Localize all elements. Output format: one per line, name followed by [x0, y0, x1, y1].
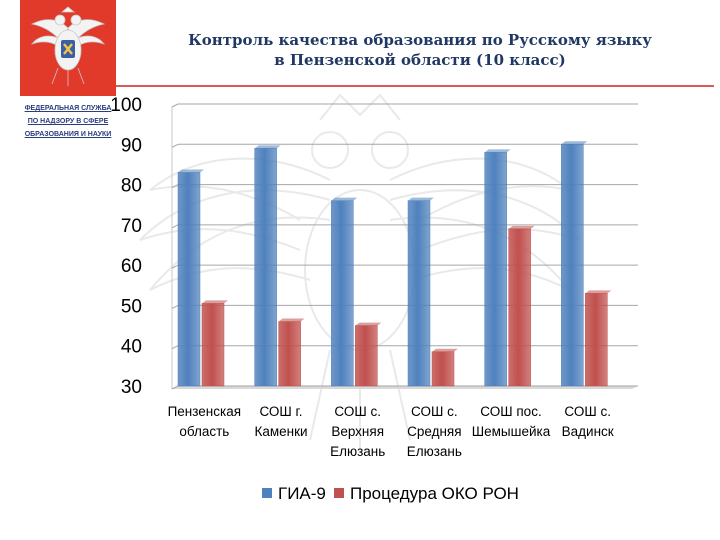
- title-divider: [116, 85, 714, 87]
- y-tick-label: 90: [121, 135, 142, 156]
- bar-top: [561, 141, 588, 145]
- gridline-depth: [171, 385, 179, 390]
- bar: [177, 172, 201, 387]
- bar-top: [202, 300, 228, 304]
- legend-swatch: [334, 488, 344, 498]
- x-tick-label: СОШ пос. Шемышейка: [472, 404, 551, 439]
- y-tick-label: 50: [121, 296, 142, 317]
- y-tick-label: 40: [121, 337, 142, 358]
- legend-label: Процедура ОКО РОН: [350, 484, 519, 503]
- agency-line-3: ОБРАЗОВАНИЯ И НАУКИ: [24, 131, 112, 138]
- bar-top: [278, 318, 305, 322]
- gridline-depth: [171, 143, 179, 148]
- bar-top: [432, 348, 458, 352]
- x-tick-label: СОШ с. Вадинск: [562, 404, 614, 439]
- bar: [331, 200, 354, 387]
- gridline-depth: [171, 103, 179, 108]
- legend-swatch: [262, 488, 272, 498]
- y-tick-label: 60: [121, 256, 142, 277]
- bar-top: [585, 290, 612, 294]
- legend-label: ГИА-9: [278, 484, 326, 503]
- gridline-depth: [171, 224, 179, 229]
- bar: [585, 293, 608, 387]
- y-tick-label: 70: [121, 216, 142, 237]
- bar-top: [254, 145, 281, 149]
- x-tick-label: СОШ с. Верхняя Елюзань: [330, 404, 385, 459]
- double-headed-eagle-emblem-icon: [30, 6, 106, 86]
- gridline-depth: [171, 304, 179, 309]
- bar-top: [408, 197, 434, 201]
- bar-top: [355, 322, 382, 326]
- bar: [201, 303, 225, 387]
- chart-floor: [172, 386, 638, 389]
- gridline-depth: [171, 345, 179, 350]
- page-title-line-2: в Пензенской области (10 класс): [274, 51, 566, 69]
- bar: [431, 351, 455, 387]
- bar-top: [331, 197, 358, 201]
- bar: [278, 321, 301, 387]
- bar-top: [484, 149, 511, 153]
- bar: [484, 152, 507, 387]
- y-tick-label: 80: [121, 176, 142, 197]
- agency-line-1: ФЕДЕРАЛЬНАЯ СЛУЖБА: [24, 105, 112, 112]
- x-tick-label: СОШ г. Каменки: [254, 404, 307, 439]
- page-title: Контроль качества образования по Русском…: [160, 30, 680, 70]
- bar: [561, 144, 584, 387]
- bar: [407, 200, 431, 387]
- x-tick-label: СОШ с. Средняя Елюзань: [407, 404, 462, 459]
- gridline-depth: [171, 264, 179, 269]
- gridline-depth: [171, 184, 179, 189]
- agency-name: ФЕДЕРАЛЬНАЯ СЛУЖБА ПО НАДЗОРУ В СФЕРЕ ОБ…: [14, 102, 122, 141]
- y-tick-label: 100: [110, 95, 142, 116]
- agency-line-2: ПО НАДЗОРУ В СФЕРЕ: [27, 118, 109, 125]
- x-tick-label: Пензенская область: [168, 404, 241, 439]
- bar: [355, 325, 378, 387]
- bar-top: [508, 225, 535, 229]
- bar-top: [178, 169, 204, 173]
- bar: [508, 228, 531, 387]
- logo: [20, 0, 116, 96]
- bar: [254, 148, 277, 387]
- page-title-line-1: Контроль качества образования по Русском…: [188, 31, 652, 49]
- y-tick-label: 30: [121, 377, 142, 398]
